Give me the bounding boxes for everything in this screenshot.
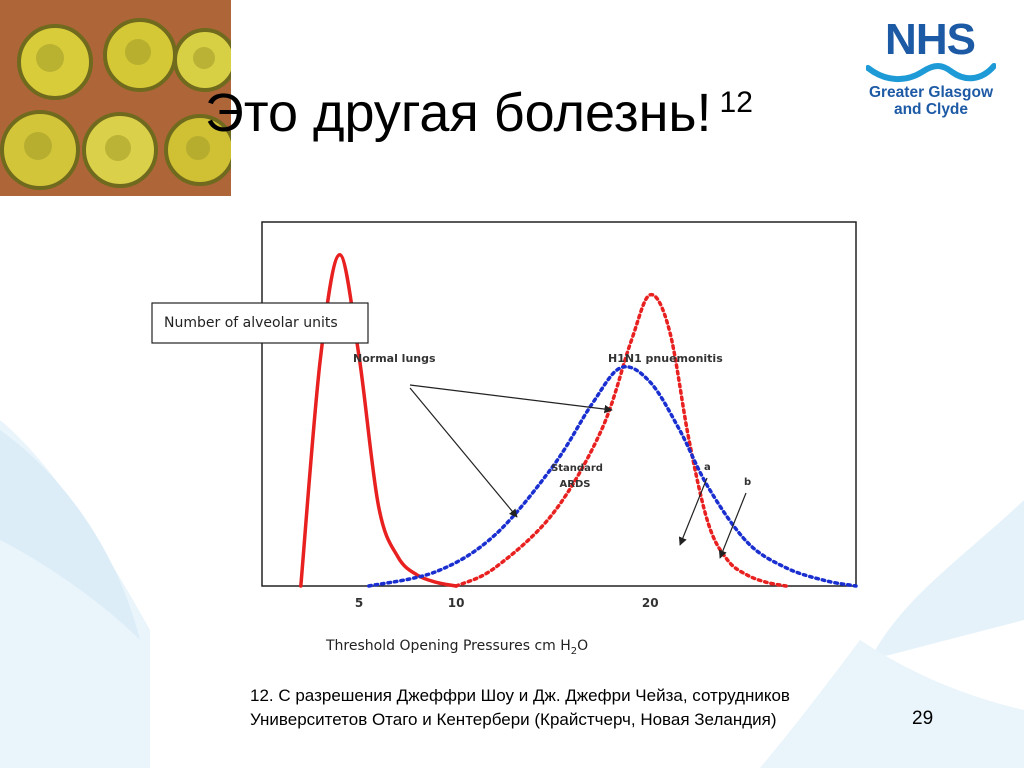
nhs-logo-line1: Greater Glasgow [868, 84, 994, 101]
series-label-standard-ards: Standard ARDS [551, 463, 603, 490]
y-axis-label: Number of alveolar units [164, 315, 338, 331]
x-axis-label-suffix: O [577, 638, 588, 654]
series-label-h1n1: H1N1 pnuemonitis [608, 352, 723, 365]
x-axis-label-subscript: 2 [571, 646, 577, 657]
annotation-b: b [744, 477, 751, 488]
x-axis-label-main: Threshold Opening Pressures cm H [325, 638, 571, 654]
page-number: 29 [912, 708, 934, 729]
series-label-normal-lungs: Normal lungs [353, 352, 436, 365]
nhs-logo-word: NHS [885, 15, 976, 64]
arrow-normal-to-ards [409, 387, 518, 518]
y-axis-label-box [151, 302, 369, 344]
footnote: 12. С разрешения Джеффри Шоу и Дж. Джефр… [250, 686, 790, 729]
x-tick-label-5: 5 [355, 596, 363, 610]
arrow-normal-to-h1n1 [409, 384, 613, 414]
annotation-a: a [704, 462, 711, 473]
series-line-normal-lungs [299, 253, 458, 588]
slide-title-text: Это другая болезнь! [205, 83, 712, 143]
virus-microscope-image [0, 0, 231, 196]
arrow-a [678, 477, 708, 546]
series-line-standard-ards [367, 365, 858, 588]
chart-series-layer [299, 253, 858, 588]
series-label-standard-ards-line2: ARDS [560, 479, 591, 490]
nhs-logo: NHS Greater Glasgow and Clyde [858, 18, 1004, 128]
nhs-logo-subtitle: Greater Glasgow and Clyde [858, 84, 1004, 118]
arrow-b [718, 492, 747, 559]
x-axis-label: Threshold Opening Pressures cm H2O [325, 638, 588, 657]
slide-title-reference: 12 [719, 86, 753, 119]
nhs-logo-line2: and Clyde [893, 101, 969, 118]
x-tick-label-20: 20 [642, 596, 659, 610]
nhs-wave-icon [866, 63, 996, 82]
slide-title: Это другая болезнь! 12 [205, 82, 753, 144]
x-axis-tick-labels: 5 10 20 [355, 596, 659, 610]
series-label-standard-ards-line1: Standard [551, 463, 603, 474]
series-line-h1n1-pnuemonitis [454, 293, 788, 588]
x-tick-label-10: 10 [448, 596, 465, 610]
